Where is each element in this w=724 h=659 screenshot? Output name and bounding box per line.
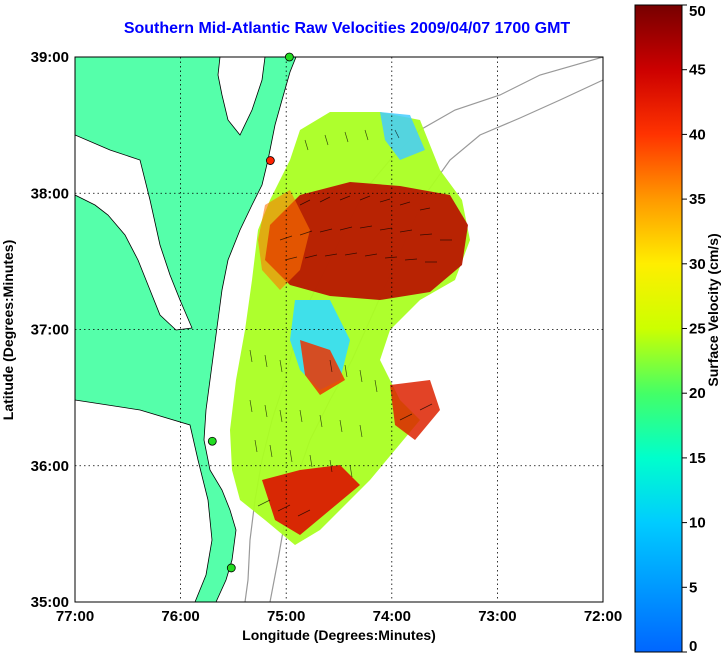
x-ticks: 77:00 76:00 75:00 74:00 73:00 72:00 (56, 608, 622, 625)
x-tick-label: 73:00 (478, 608, 516, 625)
colorbar (634, 4, 683, 653)
colorbar-tick-label: 0 (689, 638, 697, 655)
x-axis-label: Longitude (Degrees:Minutes) (242, 627, 436, 643)
y-tick-label: 39:00 (31, 49, 69, 66)
sound-water (75, 399, 213, 602)
site-marker (226, 563, 236, 573)
colorbar-tick-label: 25 (689, 321, 706, 338)
y-tick-label: 36:00 (31, 458, 69, 475)
velocity-field (230, 112, 470, 545)
colorbar-tick-label: 45 (689, 62, 706, 79)
x-tick-label: 72:00 (584, 608, 622, 625)
colorbar-tick-label: 10 (689, 515, 706, 532)
colorbar-tick-label: 5 (689, 579, 697, 596)
y-tick-label: 37:00 (31, 322, 69, 339)
velocity-region-slow-north (380, 112, 425, 160)
chesapeake-bay (75, 134, 193, 331)
velocity-region-orange (258, 190, 310, 290)
x-tick-label: 77:00 (56, 608, 94, 625)
velocity-region-north-core (265, 182, 468, 300)
velocity-region-mid-red (300, 340, 345, 395)
delaware-bay (217, 57, 266, 136)
y-ticks: 35:00 36:00 37:00 38:00 39:00 (31, 49, 69, 611)
colorbar-tick-label: 20 (689, 385, 706, 402)
colorbar-label: Surface Velocity (cm/s) (705, 233, 721, 386)
colorbar-tick-label: 35 (689, 191, 706, 208)
x-tick-label: 74:00 (373, 608, 411, 625)
y-tick-label: 35:00 (31, 594, 69, 611)
y-axis-label: Latitude (Degrees:Minutes) (0, 240, 16, 420)
chart-title: Southern Mid-Atlantic Raw Velocities 200… (123, 20, 571, 37)
grid (75, 57, 603, 602)
site-markers (207, 52, 294, 573)
colorbar-tick-label: 30 (689, 256, 706, 273)
y-tick-label: 38:00 (31, 185, 69, 202)
site-marker (207, 436, 217, 446)
plot-frame (74, 56, 604, 603)
map-area (75, 57, 603, 602)
x-tick-label: 75:00 (267, 608, 305, 625)
x-tick-label: 76:00 (161, 608, 199, 625)
site-marker (265, 156, 275, 165)
velocity-region-east-red (390, 380, 440, 440)
colorbar-tick-label: 50 (689, 3, 706, 20)
colorbar-tick-label: 15 (689, 450, 706, 467)
colorbar-ticks: 0 5 10 15 20 25 30 35 40 45 50 (682, 3, 706, 655)
site-marker (284, 52, 294, 62)
colorbar-tick-label: 40 (689, 126, 706, 143)
